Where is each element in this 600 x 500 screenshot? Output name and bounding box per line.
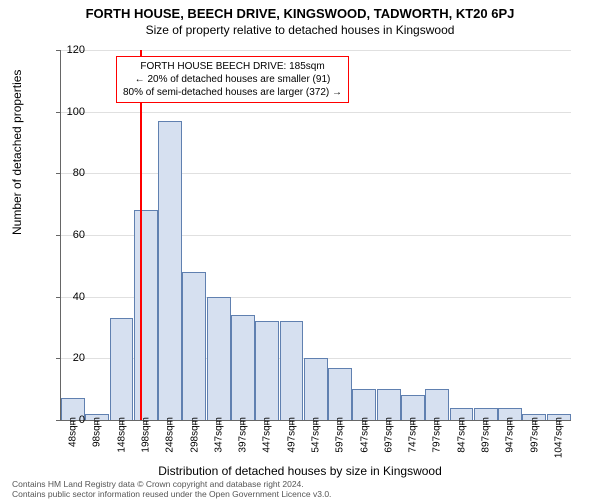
- bar: [255, 321, 279, 420]
- bar: [110, 318, 134, 420]
- annotation-line2: ← 20% of detached houses are smaller (91…: [123, 73, 342, 86]
- xtick-label: 597sqm: [335, 417, 346, 453]
- ytick-label: 80: [55, 167, 85, 179]
- xtick-label: 1047sqm: [553, 417, 564, 458]
- xtick-label: 298sqm: [189, 417, 200, 453]
- xtick-label: 447sqm: [262, 417, 273, 453]
- annotation-line1: FORTH HOUSE BEECH DRIVE: 185sqm: [123, 60, 342, 73]
- bar: [425, 389, 449, 420]
- ytick-label: 0: [55, 414, 85, 426]
- ytick-label: 120: [55, 44, 85, 56]
- ytick-label: 100: [55, 106, 85, 118]
- xtick-label: 997sqm: [529, 417, 540, 453]
- ytick-label: 20: [55, 352, 85, 364]
- xtick-label: 497sqm: [286, 417, 297, 453]
- xtick-label: 897sqm: [481, 417, 492, 453]
- x-axis-label: Distribution of detached houses by size …: [0, 464, 600, 478]
- bar: [231, 315, 255, 420]
- annotation-line3: 80% of semi-detached houses are larger (…: [123, 86, 342, 99]
- bar: [377, 389, 401, 420]
- marker-line: [140, 50, 142, 420]
- xtick-label: 647sqm: [359, 417, 370, 453]
- chart-title: FORTH HOUSE, BEECH DRIVE, KINGSWOOD, TAD…: [0, 0, 600, 21]
- bar: [304, 358, 328, 420]
- y-axis-label: Number of detached properties: [10, 70, 24, 235]
- grid-line: [61, 50, 571, 51]
- xtick-label: 198sqm: [141, 417, 152, 453]
- grid-line: [61, 173, 571, 174]
- xtick-label: 248sqm: [165, 417, 176, 453]
- footer-line1: Contains HM Land Registry data © Crown c…: [12, 479, 331, 489]
- xtick-label: 947sqm: [505, 417, 516, 453]
- footer-attribution: Contains HM Land Registry data © Crown c…: [12, 479, 331, 499]
- bar: [280, 321, 304, 420]
- xtick-label: 547sqm: [311, 417, 322, 453]
- plot-area: 48sqm98sqm148sqm198sqm248sqm298sqm347sqm…: [60, 50, 571, 421]
- annotation-box: FORTH HOUSE BEECH DRIVE: 185sqm← 20% of …: [116, 56, 349, 103]
- bar: [158, 121, 182, 420]
- bar: [352, 389, 376, 420]
- xtick-label: 347sqm: [213, 417, 224, 453]
- xtick-label: 98sqm: [92, 417, 103, 447]
- footer-line2: Contains public sector information reuse…: [12, 489, 331, 499]
- grid-line: [61, 112, 571, 113]
- ytick-label: 40: [55, 291, 85, 303]
- xtick-label: 697sqm: [383, 417, 394, 453]
- xtick-label: 397sqm: [238, 417, 249, 453]
- xtick-label: 148sqm: [116, 417, 127, 453]
- bar: [328, 368, 352, 420]
- ytick-label: 60: [55, 229, 85, 241]
- xtick-label: 797sqm: [432, 417, 443, 453]
- xtick-label: 847sqm: [456, 417, 467, 453]
- bar: [182, 272, 206, 420]
- chart-subtitle: Size of property relative to detached ho…: [0, 21, 600, 37]
- bar: [134, 210, 158, 420]
- xtick-label: 747sqm: [408, 417, 419, 453]
- bar: [207, 297, 231, 420]
- chart-container: FORTH HOUSE, BEECH DRIVE, KINGSWOOD, TAD…: [0, 0, 600, 500]
